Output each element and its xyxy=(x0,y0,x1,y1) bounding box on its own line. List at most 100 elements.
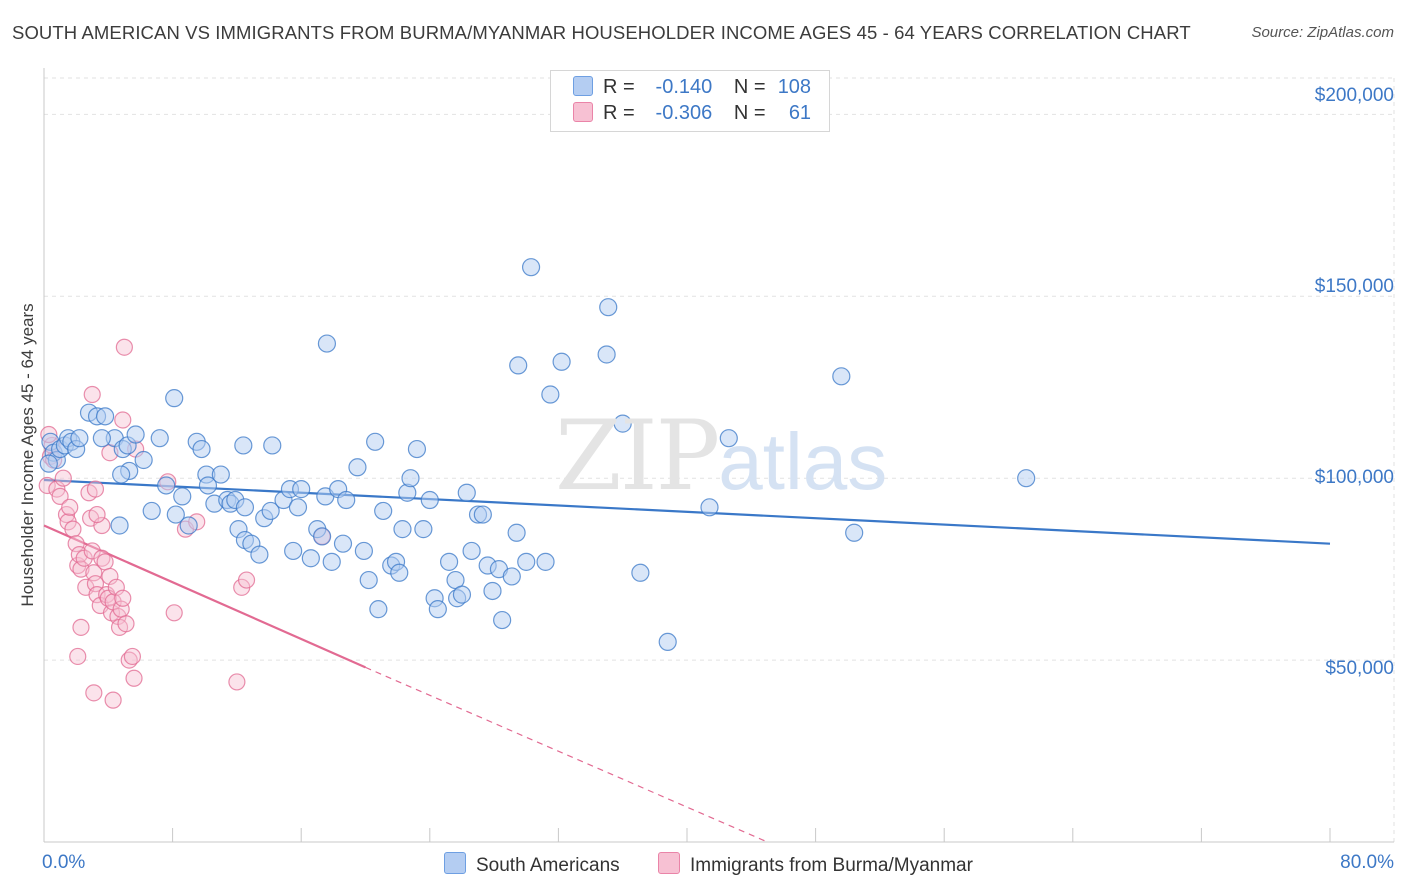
south-american-point xyxy=(354,541,373,561)
south-american-point xyxy=(509,356,528,375)
south-american-point xyxy=(521,258,541,277)
south-american-point xyxy=(250,545,269,564)
series-south-american-points xyxy=(39,258,1036,652)
south-american-point xyxy=(179,516,198,535)
x-axis xyxy=(43,68,1394,843)
south-american-point xyxy=(658,632,677,652)
south-american-point xyxy=(110,516,129,535)
r-value: -0.140 xyxy=(655,76,713,98)
legend-label: South Americans xyxy=(476,855,620,876)
south-american-point xyxy=(366,432,385,451)
south-american-point xyxy=(150,429,169,448)
south-american-point xyxy=(333,534,353,553)
x-tick-label-max: 80.0% xyxy=(1340,852,1394,873)
legend-row-south-americans: R = -0.140 N = 108 xyxy=(573,76,811,100)
source-label: Source: ZipAtlas.com xyxy=(1251,24,1394,41)
burma-point xyxy=(115,338,133,356)
south-american-point xyxy=(541,385,560,404)
south-american-point xyxy=(192,439,211,459)
south-american-point xyxy=(288,498,308,517)
south-american-point xyxy=(95,407,115,426)
south-american-point xyxy=(359,570,378,590)
burma-point xyxy=(85,684,103,702)
burma-point xyxy=(93,516,111,535)
burma-point xyxy=(237,571,256,589)
burma-point xyxy=(86,575,105,593)
burma-point xyxy=(88,505,106,524)
y-tick-label: $200,000 xyxy=(1314,85,1394,106)
burma-point xyxy=(117,615,135,633)
burma-point xyxy=(125,669,143,687)
south-american-point xyxy=(348,458,367,477)
burma-point xyxy=(72,560,90,578)
n-value: 61 xyxy=(788,102,812,124)
y-tick-label: $100,000 xyxy=(1314,467,1394,488)
south-american-point xyxy=(420,490,439,510)
south-american-point xyxy=(597,345,616,364)
south-american-point xyxy=(165,389,184,408)
south-american-point xyxy=(393,520,412,539)
burma-point xyxy=(165,604,183,622)
burma-point xyxy=(61,498,79,516)
south-american-point xyxy=(832,367,851,386)
legend-swatch-blue xyxy=(444,852,466,874)
trend-line-burma-extension xyxy=(365,666,768,843)
burma-point xyxy=(228,673,246,691)
burma-point xyxy=(64,520,82,538)
south-american-point xyxy=(142,501,161,521)
south-american-point xyxy=(39,454,58,473)
south-american-point xyxy=(263,436,282,455)
south-american-point xyxy=(493,610,512,630)
burma-point xyxy=(96,553,114,571)
south-american-point xyxy=(552,352,571,371)
n-label: N = xyxy=(733,102,766,124)
correlation-legend: R = -0.140 N = 108 R = -0.306 N = 61 xyxy=(550,70,830,132)
y-tick-label: $50,000 xyxy=(1325,658,1394,679)
burma-point xyxy=(85,564,103,582)
burma-point xyxy=(88,586,106,604)
burma-point xyxy=(51,487,69,505)
south-american-point xyxy=(112,465,131,484)
bottom-legend-south-americans: South Americans xyxy=(444,852,620,877)
burma-point xyxy=(69,647,87,666)
south-american-point xyxy=(126,425,145,444)
y-tick-label: $150,000 xyxy=(1314,276,1394,297)
south-american-point xyxy=(401,469,420,488)
south-american-point xyxy=(483,581,502,601)
south-american-point xyxy=(312,527,332,546)
south-american-point xyxy=(700,498,719,517)
south-american-point xyxy=(845,523,864,542)
x-tick-label-min: 0.0% xyxy=(42,852,86,873)
south-american-point xyxy=(134,450,153,470)
south-american-point xyxy=(613,414,632,433)
legend-swatch-pink xyxy=(573,102,593,122)
south-american-point xyxy=(439,552,459,571)
south-american-point xyxy=(322,552,341,571)
south-american-point xyxy=(235,498,255,517)
south-american-point xyxy=(374,501,393,521)
south-american-point xyxy=(414,520,433,539)
burma-point xyxy=(114,589,132,607)
burma-point xyxy=(72,618,90,636)
south-american-point xyxy=(92,429,111,448)
south-american-point xyxy=(157,476,176,495)
chart-title: SOUTH AMERICAN VS IMMIGRANTS FROM BURMA/… xyxy=(12,22,1191,43)
south-american-point xyxy=(292,480,311,499)
n-label: N = xyxy=(733,76,766,98)
burma-point xyxy=(114,411,132,429)
south-american-point xyxy=(211,465,230,484)
legend-row-burma: R = -0.306 N = 61 xyxy=(573,102,811,126)
south-american-point xyxy=(457,483,476,502)
south-american-point xyxy=(173,487,192,506)
south-american-point xyxy=(261,501,280,521)
south-american-point xyxy=(70,429,89,448)
burma-point xyxy=(123,647,142,666)
trend-line-burma xyxy=(43,524,366,669)
south-american-point xyxy=(166,505,185,524)
watermark: ZIPatlas xyxy=(555,400,888,512)
r-label: R = xyxy=(603,102,635,124)
legend-swatch-pink xyxy=(658,852,680,874)
burma-point xyxy=(104,691,122,709)
